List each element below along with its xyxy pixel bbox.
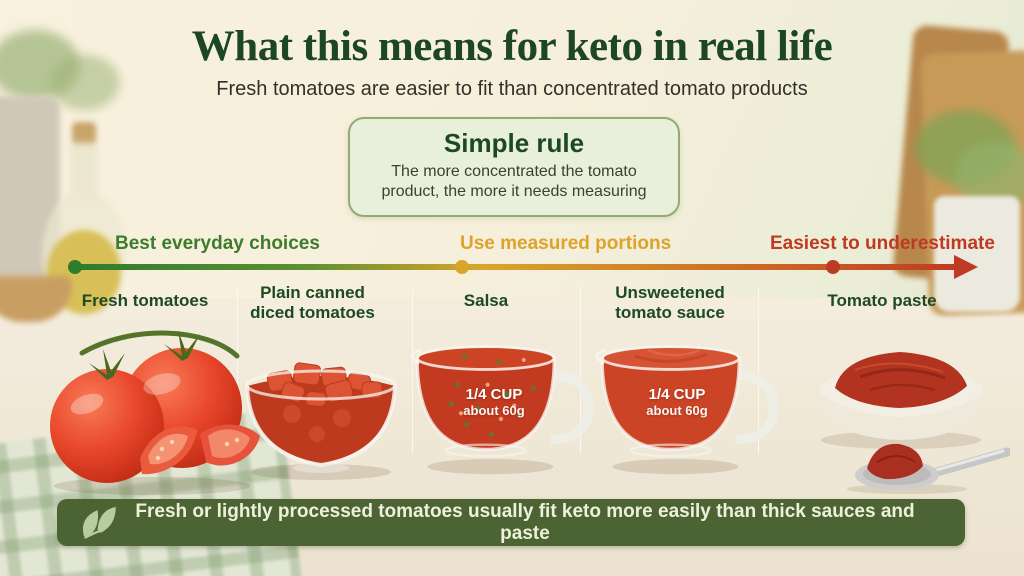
diced-tomatoes-bowl-icon <box>245 362 397 480</box>
footer-banner: Fresh or lightly processed tomatoes usua… <box>57 499 965 546</box>
page-subtitle: Fresh tomatoes are easier to fit than co… <box>216 78 808 100</box>
spectrum-label-measured: Use measured portions <box>460 233 672 254</box>
fresh-tomatoes-icon <box>50 330 260 495</box>
product-label-salsa: Salsa <box>463 291 509 310</box>
rule-text: The more concentrated the tomato product… <box>381 163 647 201</box>
rule-title: Simple rule <box>443 128 585 158</box>
product-label-diced-tomatoes: Plain canned diced tomatoes <box>250 283 375 323</box>
product-label-tomato-sauce: Unsweetened tomato sauce <box>615 283 725 323</box>
product-label-tomato-paste: Tomato paste <box>827 291 937 310</box>
spectrum-label-best: Best everyday choices <box>115 233 320 254</box>
column-divider <box>412 286 413 454</box>
footer-text: Fresh or lightly processed tomatoes usua… <box>135 500 915 544</box>
column-divider <box>237 286 238 454</box>
leaf-icon <box>82 506 116 539</box>
arrow-head-icon <box>954 255 978 279</box>
gradient-arrow-track <box>75 264 961 270</box>
foliage-blob <box>50 55 120 110</box>
page-title: What this means for keto in real life <box>191 23 833 70</box>
simple-rule-box: Simple rule The more concentrated the to… <box>348 117 680 217</box>
tomato-sauce-measuring-cup-icon <box>595 345 779 475</box>
arrow-dot-green <box>68 260 82 274</box>
arrow-dot-red <box>826 260 840 274</box>
spectrum-label-underestimate: Easiest to underestimate <box>770 233 995 254</box>
salsa-measuring-cup-icon <box>410 345 594 475</box>
arrow-dot-yellow <box>455 260 469 274</box>
herb-pot <box>934 196 1020 312</box>
salsa-measure-label: 1/4 CUP about 60g <box>463 386 525 418</box>
product-label-fresh-tomatoes: Fresh tomatoes <box>81 291 209 310</box>
tomato-paste-bowl-icon <box>819 352 1010 494</box>
sauce-measure-label: 1/4 CUP about 60g <box>646 386 708 418</box>
column-divider <box>758 286 759 454</box>
column-divider <box>580 286 581 454</box>
